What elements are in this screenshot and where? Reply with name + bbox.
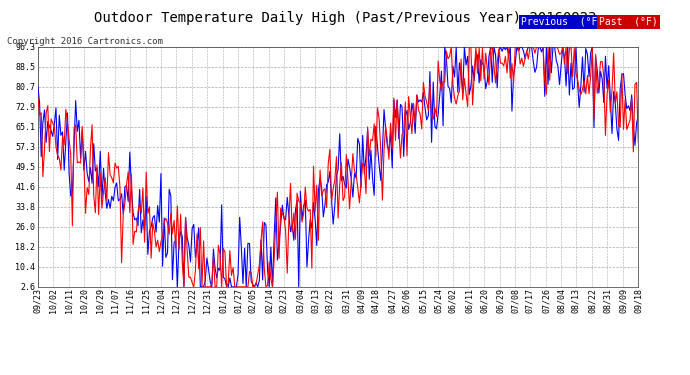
Text: Previous  (°F): Previous (°F) [521, 17, 603, 27]
Text: Outdoor Temperature Daily High (Past/Previous Year) 20160923: Outdoor Temperature Daily High (Past/Pre… [94, 11, 596, 25]
Text: Copyright 2016 Cartronics.com: Copyright 2016 Cartronics.com [7, 38, 163, 46]
Text: Past  (°F): Past (°F) [599, 17, 658, 27]
